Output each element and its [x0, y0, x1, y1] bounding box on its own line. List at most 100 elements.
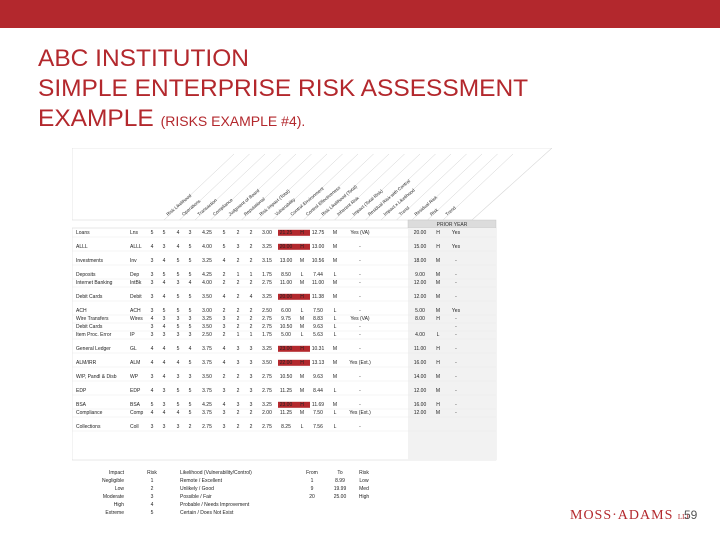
row-value: M: [333, 402, 337, 408]
row-value: 2: [237, 324, 240, 330]
row-value: 3.00: [262, 230, 272, 236]
logo-text: MOSS·ADAMS: [570, 508, 674, 523]
row-code: Dep: [130, 272, 139, 278]
row-value: 5: [151, 402, 154, 408]
row-value: 2.75: [262, 280, 272, 286]
row-value: 11.25: [280, 410, 292, 416]
legend-from: 1: [311, 478, 314, 484]
row-value: 5: [163, 230, 166, 236]
logo-llp: LLP: [677, 513, 691, 521]
row-value: M: [436, 280, 440, 286]
row-value: 3: [250, 374, 253, 380]
row-value: 4: [189, 280, 192, 286]
row-value: 3.75: [202, 388, 212, 394]
row-value: 11.25: [280, 388, 292, 394]
row-value: M: [300, 410, 304, 416]
row-value: 3: [177, 332, 180, 338]
row-code: Lns: [130, 230, 139, 236]
row-value: -: [455, 294, 457, 300]
column-header: Trend: [398, 205, 411, 217]
legend-risk: 1: [151, 478, 154, 484]
row-value: 5: [189, 402, 192, 408]
row-value: 4: [163, 346, 166, 352]
legend-risk: 2: [151, 486, 154, 492]
row-value: 5: [223, 244, 226, 250]
row-value: 5: [177, 294, 180, 300]
row-value: -: [359, 294, 361, 300]
row-value: 4: [223, 258, 226, 264]
legend-rating: High: [359, 494, 370, 500]
header-divider: [380, 153, 452, 221]
row-code: ALM: [130, 360, 140, 366]
row-code: Comp: [130, 410, 144, 416]
row-value: 4: [151, 388, 154, 394]
row-name: Investments: [76, 258, 103, 264]
row-value: 2: [237, 374, 240, 380]
legend-to: 25.00: [334, 494, 347, 500]
row-name: ALLL: [76, 244, 88, 250]
row-value: 2: [250, 244, 253, 250]
row-value: 9.63: [313, 374, 323, 380]
header-divider: [411, 153, 483, 221]
row-value: 22.00: [280, 360, 293, 366]
row-value: 5: [163, 272, 166, 278]
row-value: M: [300, 316, 304, 322]
row-value: 2: [250, 230, 253, 236]
row-name: Item Proc. Error: [76, 332, 112, 338]
row-code: Debit: [130, 294, 142, 300]
prior-year-label: PRIOR YEAR: [437, 222, 468, 228]
risk-assessment-spreadsheet: Risk LikelihoodOperationsTransactionComp…: [72, 148, 552, 516]
row-value: 8.44: [313, 388, 323, 394]
row-value: 4: [250, 294, 253, 300]
row-code: Inv: [130, 258, 137, 264]
row-value: 5: [177, 272, 180, 278]
row-value: 3.25: [262, 402, 272, 408]
row-value: 7.50: [313, 410, 323, 416]
row-value: L: [334, 424, 337, 430]
row-value: 3: [163, 332, 166, 338]
row-value: 13.00: [312, 244, 325, 250]
row-value: 3: [223, 424, 226, 430]
row-value: 3.25: [262, 294, 272, 300]
row-value: 2.75: [262, 388, 272, 394]
row-value: 1: [250, 272, 253, 278]
row-value: 20.00: [280, 244, 293, 250]
row-value: 8.00: [415, 316, 425, 322]
row-value: 2.50: [262, 308, 272, 314]
row-value: 2: [237, 308, 240, 314]
row-value: 5: [177, 308, 180, 314]
legend-impact: Low: [115, 486, 125, 492]
row-value: 2: [250, 308, 253, 314]
row-value: 11.00: [280, 280, 292, 286]
row-value: -: [359, 280, 361, 286]
row-value: L: [334, 324, 337, 330]
row-value: 4: [189, 346, 192, 352]
row-value: 21.25: [280, 230, 293, 236]
row-value: H: [436, 360, 440, 366]
row-name: BSA: [76, 402, 87, 408]
row-value: 3: [189, 374, 192, 380]
row-value: 4.00: [202, 244, 212, 250]
legend-impact: Extreme: [105, 510, 124, 516]
row-value: 3: [163, 388, 166, 394]
row-code: EDP: [130, 388, 141, 394]
row-name: Collections: [76, 424, 101, 430]
row-value: M: [436, 258, 440, 264]
row-value: H: [436, 244, 440, 250]
header-divider: [241, 153, 312, 221]
row-name: Internet Banking: [76, 280, 113, 286]
row-value: 3: [250, 402, 253, 408]
row-value: H: [300, 402, 304, 408]
slide-title: ABC INSTITUTION SIMPLE ENTERPRISE RISK A…: [38, 44, 528, 136]
row-value: 2: [250, 424, 253, 430]
header-divider: [287, 153, 359, 221]
row-value: 3: [189, 316, 192, 322]
row-value: -: [359, 402, 361, 408]
row-value: 3: [163, 402, 166, 408]
row-value: 5: [189, 294, 192, 300]
row-code: ALLL: [130, 244, 142, 250]
row-value: 5: [151, 230, 154, 236]
legend-likelihood-header: Likelihood (Vulnerability/Control): [180, 470, 252, 476]
high-risk-cell: [278, 345, 310, 352]
row-value: 2: [223, 280, 226, 286]
